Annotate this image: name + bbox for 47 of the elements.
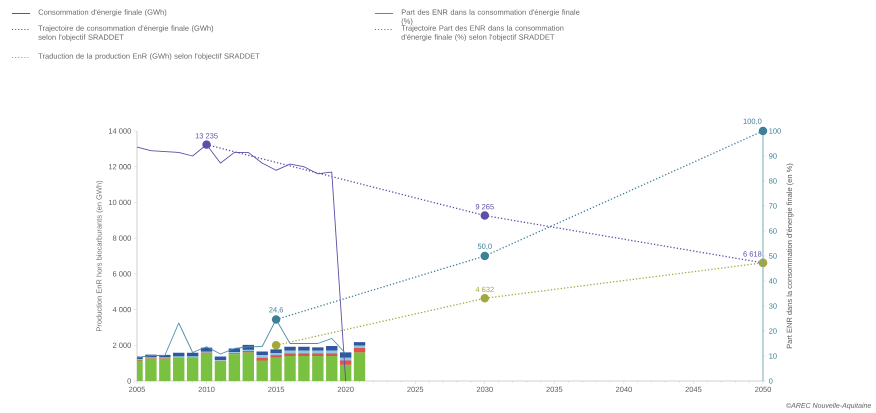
bar [354,342,366,346]
bar [256,360,268,381]
point [480,294,490,303]
bar [326,346,338,351]
bar [340,352,352,358]
bar [298,350,310,354]
bar [284,356,296,381]
bar [298,353,310,356]
bar [312,356,324,381]
bar [173,358,184,381]
point [480,252,490,260]
bar [354,352,366,381]
bar [214,361,226,381]
point [758,126,768,136]
bar [256,358,268,360]
bar [284,353,296,356]
bar [242,352,254,381]
bar [340,364,352,381]
point [272,315,280,324]
bar [354,348,366,352]
bar [159,358,171,381]
bar [270,349,282,353]
bar [200,353,212,381]
point [202,140,211,149]
bar [145,358,157,381]
bar [270,352,282,356]
bar [326,353,338,356]
bar [326,356,338,381]
bar [340,360,352,365]
bar [186,358,198,381]
bar [326,350,338,354]
bar [284,350,296,354]
bar [228,354,240,381]
bar [214,356,226,360]
bar [186,352,198,356]
point [272,341,280,350]
bar [312,350,324,354]
bar [270,358,282,381]
bar [270,355,282,358]
bar [298,356,310,381]
bar [312,353,324,356]
bar [256,355,268,358]
bar [312,347,324,351]
bar [256,352,268,356]
bar [298,346,310,351]
bar [173,352,184,356]
bar [284,346,296,351]
